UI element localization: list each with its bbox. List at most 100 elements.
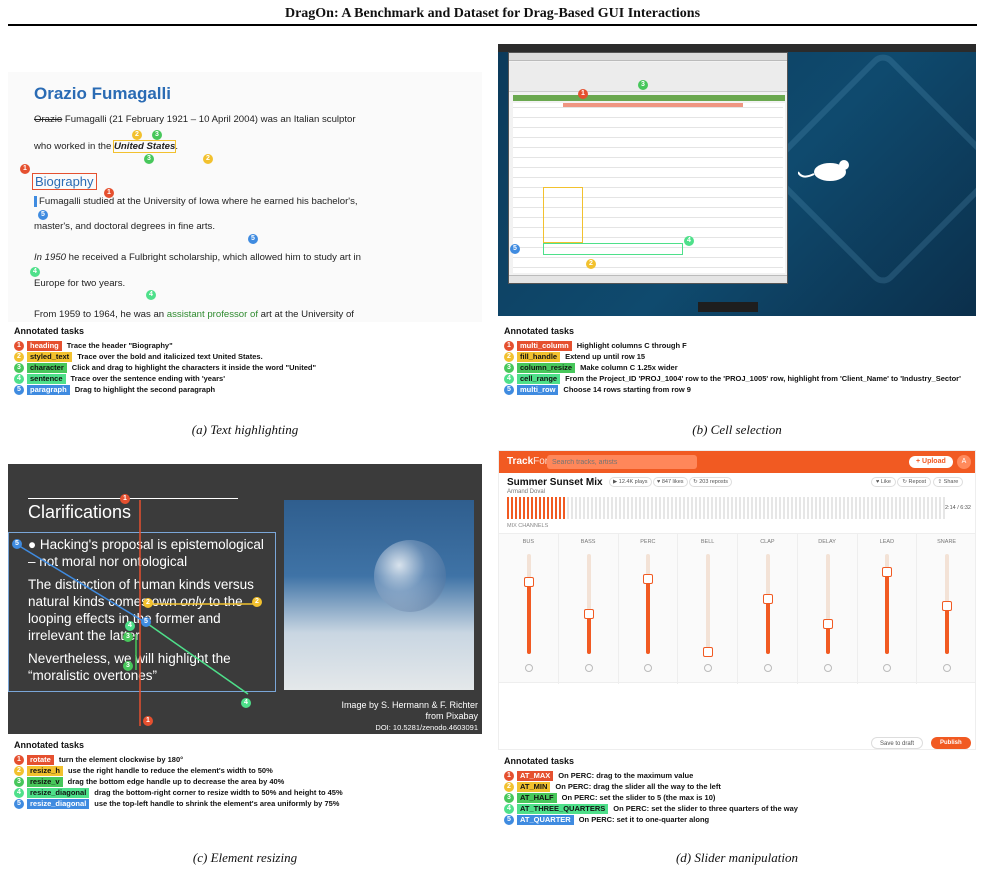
slider-thumb[interactable] [762, 594, 773, 604]
caption-d: (d) Slider manipulation [675, 850, 799, 865]
panel-c-screenshot: Clarifications ● Hacking's proposal is e… [8, 464, 482, 734]
paragraph-2-line-2: Europe for two years. [34, 278, 126, 289]
credit-line-1: Image by S. Hermann & F. Richter [341, 700, 478, 710]
slider-fill [765, 599, 770, 654]
marker-4-end: 4 [241, 698, 251, 708]
paragraph-3-line-1: From 1959 to 1964, he was an assistant p… [34, 309, 354, 320]
marker-4-end: 4 [146, 290, 156, 300]
panel-a-screenshot: Orazio Fumagalli Orazio Fumagalli (21 Fe… [8, 72, 482, 322]
repost-button[interactable]: ↻ Repost [897, 477, 931, 487]
slider-thumb[interactable] [942, 601, 953, 611]
logo-forge: Forge [533, 456, 559, 467]
upload-button[interactable]: + Upload [909, 456, 953, 468]
marker-1-end: 1 [104, 188, 114, 198]
track-artist: Armand Doval [507, 489, 546, 495]
share-button[interactable]: ⇪ Share [932, 477, 964, 487]
reposts-stat: ↻ 203 reposts [689, 477, 732, 487]
task-row: 3 character Click and drag to highlight th… [14, 362, 316, 373]
task-tag: resize_diagonal [27, 787, 90, 798]
channel-label: SNARE [937, 539, 957, 545]
plays-stat: ▶ 12.4K plays [609, 477, 652, 487]
caption-b: (b) Cell selection [692, 422, 782, 437]
task-row: 4 resize_diagonal drag the bottom-right co… [14, 787, 343, 798]
reset-icon[interactable] [584, 664, 593, 672]
slider-fill [945, 606, 950, 654]
bullet-1: ● Hacking's proposal is epistemological … [28, 537, 264, 569]
task-number: 1 [504, 340, 514, 351]
task-row: 1 heading Trace the header "Biography" [14, 340, 316, 351]
reset-icon[interactable] [943, 664, 952, 672]
bullet-1-text: Hacking's proposal is epistemological – … [28, 537, 264, 569]
marker-3-start: 3 [152, 130, 162, 140]
task-tag: AT_MAX [517, 770, 554, 781]
task-number: 1 [504, 770, 514, 781]
channel-strip: SNARE [917, 534, 975, 684]
caption-a: (a) Text highlighting [191, 422, 299, 437]
marker-5-end: 5 [141, 617, 151, 627]
reset-icon[interactable] [823, 664, 832, 672]
task-text: On PERC: drag to the maximum value [558, 771, 694, 780]
slider-track[interactable] [825, 554, 830, 654]
slider-thumb[interactable] [643, 574, 654, 584]
avatar[interactable]: A [957, 455, 971, 469]
slider-thumb[interactable] [822, 619, 833, 629]
slider-track[interactable] [885, 554, 890, 654]
task-number: 2 [14, 765, 24, 776]
task-tag: sentence [27, 373, 66, 384]
task-tag: styled_text [27, 351, 73, 362]
task-row: 2 resize_h use the right handle to reduce … [14, 765, 343, 776]
task-tag: rotate [27, 754, 54, 765]
task-tag: AT_QUARTER [517, 814, 574, 825]
task-number: 3 [504, 362, 514, 373]
wiki-link[interactable]: assistant professor of [166, 309, 258, 320]
waveform[interactable] [507, 497, 947, 519]
task-tag: multi_row [517, 384, 559, 395]
publish-button[interactable]: Publish [931, 737, 971, 749]
struck-word: Orazio [34, 114, 63, 125]
reset-icon[interactable] [763, 664, 772, 672]
like-button[interactable]: ♥ Like [871, 477, 896, 487]
task-number: 5 [14, 798, 24, 809]
marker-5-start: 5 [12, 539, 22, 549]
search-input[interactable] [547, 455, 697, 469]
slider-track[interactable] [706, 554, 711, 654]
slider-thumb[interactable] [703, 647, 714, 657]
article-title: Orazio Fumagalli [34, 84, 171, 103]
task-row: 4 AT_THREE_QUARTERS On PERC: set the slide… [504, 803, 798, 814]
slider-track[interactable] [526, 554, 531, 654]
slider-thumb[interactable] [523, 577, 534, 587]
task-row: 3 column_resize Make column C 1.25x wider [504, 362, 961, 373]
selection-cell-range [543, 243, 683, 255]
task-row: 5 AT_QUARTER On PERC: set it to one-quarte… [504, 814, 798, 825]
slider-thumb[interactable] [583, 609, 594, 619]
channel-strip: PERC [619, 534, 679, 684]
marker-3: 3 [638, 80, 648, 90]
desktop-taskbar [698, 302, 758, 312]
p3-text: he received a Fulbright scholarship, whi… [66, 252, 361, 263]
track-title: Summer Sunset Mix [507, 477, 603, 488]
selection-box[interactable] [8, 532, 276, 692]
bullet-2-italic: only [180, 594, 206, 609]
save-draft-button[interactable]: Save to draft [871, 737, 924, 749]
task-text: use the right handle to reduce the eleme… [68, 766, 273, 775]
task-tag: paragraph [27, 384, 70, 395]
channel-label: LEAD [879, 539, 895, 545]
slider-track[interactable] [646, 554, 651, 654]
panel-d-tasks: Annotated tasks 1 AT_MAX On PERC: drag to … [504, 756, 798, 825]
task-tag: AT_THREE_QUARTERS [517, 803, 609, 814]
task-tag: character [27, 362, 67, 373]
reset-icon[interactable] [644, 664, 653, 672]
line2-post: . [175, 141, 178, 152]
spreadsheet-window [508, 52, 788, 284]
reset-icon[interactable] [704, 664, 713, 672]
reset-icon[interactable] [524, 664, 533, 672]
task-text: On PERC: set it to one-quarter along [578, 815, 710, 824]
slider-track[interactable] [765, 554, 770, 654]
slider-track[interactable] [586, 554, 591, 654]
task-row: 5 paragraph Drag to highlight the second p… [14, 384, 316, 395]
slider-fill [526, 582, 531, 654]
channel-strip: LEAD [858, 534, 918, 684]
slider-thumb[interactable] [882, 567, 893, 577]
app-topbar: TrackForge + Upload A [499, 451, 975, 473]
reset-icon[interactable] [883, 664, 892, 672]
